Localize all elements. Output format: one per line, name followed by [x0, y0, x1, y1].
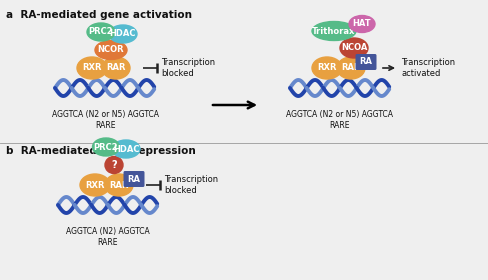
Text: Transcription
blocked: Transcription blocked: [161, 58, 215, 78]
Text: RA: RA: [360, 57, 372, 67]
Text: RAR: RAR: [106, 64, 126, 73]
Ellipse shape: [112, 140, 140, 158]
Ellipse shape: [93, 138, 120, 156]
Text: HAT: HAT: [353, 20, 371, 29]
Text: RAR: RAR: [109, 181, 129, 190]
Ellipse shape: [87, 23, 115, 41]
Text: b  RA-mediated gene repression: b RA-mediated gene repression: [6, 146, 196, 156]
Ellipse shape: [349, 15, 375, 32]
Text: HDAC: HDAC: [113, 144, 139, 153]
Text: AGGTCA (N2) AGGTCA: AGGTCA (N2) AGGTCA: [66, 227, 150, 236]
Text: RXR: RXR: [85, 181, 105, 190]
Text: RARE: RARE: [95, 121, 115, 130]
Text: Transcription
activated: Transcription activated: [401, 58, 455, 78]
Ellipse shape: [95, 41, 127, 60]
Text: AGGTCA (N2 or N5) AGGTCA: AGGTCA (N2 or N5) AGGTCA: [52, 110, 159, 119]
Ellipse shape: [105, 157, 123, 174]
FancyBboxPatch shape: [123, 171, 144, 187]
Text: RAR: RAR: [341, 64, 361, 73]
Ellipse shape: [102, 57, 130, 79]
Text: RXR: RXR: [82, 64, 102, 73]
Text: RARE: RARE: [330, 121, 350, 130]
Ellipse shape: [340, 38, 368, 58]
Ellipse shape: [105, 174, 133, 196]
Text: AGGTCA (N2 or N5) AGGTCA: AGGTCA (N2 or N5) AGGTCA: [286, 110, 393, 119]
Ellipse shape: [312, 57, 342, 79]
Text: RXR: RXR: [317, 64, 337, 73]
Text: NCOR: NCOR: [98, 45, 124, 55]
Text: ?: ?: [111, 160, 117, 170]
Ellipse shape: [109, 25, 137, 43]
Ellipse shape: [312, 22, 356, 41]
Ellipse shape: [77, 57, 107, 79]
Text: PRC2: PRC2: [89, 27, 113, 36]
Ellipse shape: [337, 57, 365, 79]
Text: Transcription
blocked: Transcription blocked: [164, 175, 218, 195]
Text: a  RA-mediated gene activation: a RA-mediated gene activation: [6, 10, 192, 20]
Ellipse shape: [80, 174, 110, 196]
Text: PRC2: PRC2: [94, 143, 118, 151]
Text: RARE: RARE: [98, 238, 118, 247]
Text: NCOA: NCOA: [341, 43, 367, 53]
Text: Trithorax: Trithorax: [312, 27, 356, 36]
Text: HDAC: HDAC: [110, 29, 136, 39]
FancyBboxPatch shape: [355, 54, 377, 70]
Text: RA: RA: [127, 174, 141, 183]
